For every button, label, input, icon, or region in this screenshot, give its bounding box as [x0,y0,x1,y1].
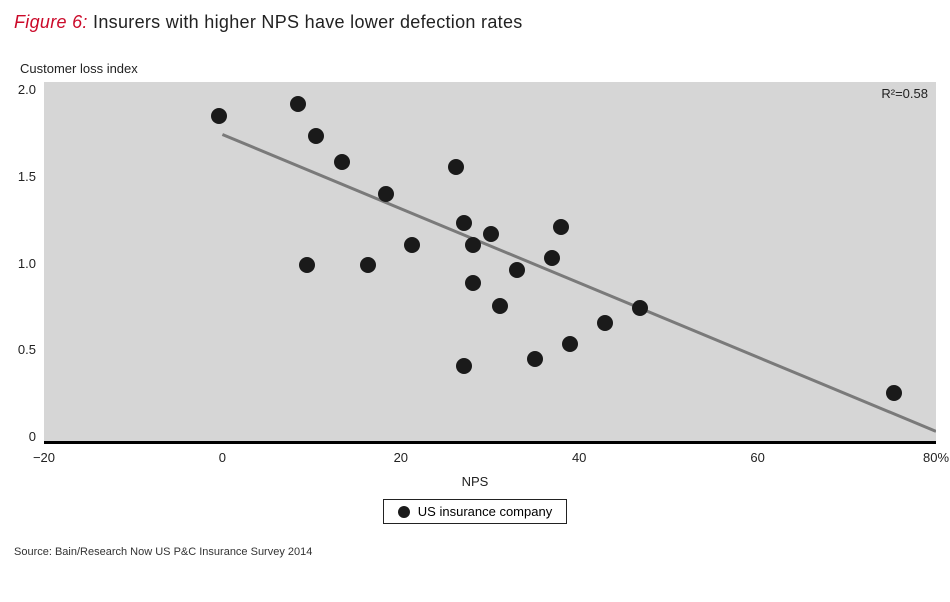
data-point [632,300,648,316]
y-tick-label: 2.0 [18,82,36,97]
data-point [456,358,472,374]
x-tick-label: −20 [33,450,55,465]
y-tick-label: 0 [29,429,36,444]
x-tick-label: 0 [219,450,226,465]
data-point [334,154,350,170]
figure-title: Insurers with higher NPS have lower defe… [93,12,523,32]
data-point [483,226,499,242]
x-axis-ticks: −20020406080% [14,450,936,466]
y-tick-label: 1.0 [18,256,36,271]
chart: Customer loss index 2.0 1.5 1.0 0.5 0 R²=0.5… [14,61,936,524]
y-axis-ticks: 2.0 1.5 1.0 0.5 0 [14,82,44,444]
data-point [299,257,315,273]
legend-label: US insurance company [418,504,552,519]
x-axis-baseline [44,441,936,444]
data-point [562,336,578,352]
data-point [527,351,543,367]
y-tick-label: 0.5 [18,342,36,357]
data-point [492,298,508,314]
x-tick-label: 20 [394,450,408,465]
data-point [404,237,420,253]
x-tick-label: 60 [750,450,764,465]
plot-area: R²=0.58 [44,82,936,444]
y-axis-title: Customer loss index [20,61,936,76]
plot-row: 2.0 1.5 1.0 0.5 0 R²=0.58 [14,82,936,444]
data-point [886,385,902,401]
data-point [360,257,376,273]
data-point [448,159,464,175]
legend: US insurance company [383,499,567,524]
figure-title-row: Figure 6: Insurers with higher NPS have … [14,12,936,33]
data-point [597,315,613,331]
source-line: Source: Bain/Research Now US P&C Insuran… [14,546,936,558]
data-point [544,250,560,266]
data-point [465,237,481,253]
y-tick-label: 1.5 [18,169,36,184]
data-point [456,215,472,231]
x-tick-label: 40 [572,450,586,465]
data-point [211,108,227,124]
data-point [290,96,306,112]
x-tick-label: 80% [923,450,949,465]
figure-label: Figure 6: [14,12,88,32]
legend-marker-icon [398,506,410,518]
data-point [308,128,324,144]
data-point [553,219,569,235]
data-point [509,262,525,278]
data-point [465,275,481,291]
x-axis-title: NPS [14,474,936,489]
data-point [378,186,394,202]
trendline [44,82,936,444]
